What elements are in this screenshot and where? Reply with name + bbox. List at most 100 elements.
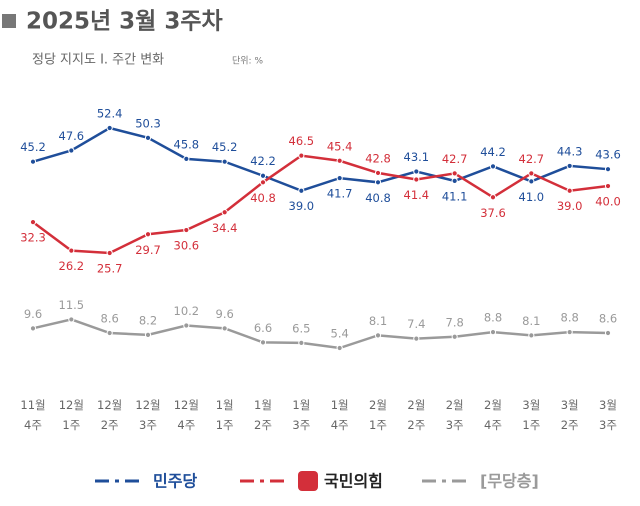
data-point — [298, 152, 305, 159]
x-tick-label: 1월 4주 — [331, 398, 349, 432]
data-label: 39.0 — [289, 199, 315, 213]
x-tick-label: 12월 3주 — [135, 398, 160, 432]
data-point — [183, 226, 190, 234]
data-point — [106, 124, 113, 132]
data-label: 25.7 — [97, 261, 123, 275]
data-point — [566, 328, 573, 336]
data-point — [144, 134, 152, 141]
x-tick-label: 12월 1주 — [59, 398, 84, 432]
x-tick-label: 12월 2주 — [97, 398, 122, 432]
legend-logo — [298, 471, 318, 491]
x-tick-label-line: 2월 — [484, 398, 502, 412]
data-point — [106, 249, 113, 257]
x-tick-label-line: 2주 — [407, 418, 425, 432]
x-tick-label-line: 3주 — [139, 418, 157, 432]
data-label: 8.6 — [599, 312, 617, 326]
data-label: 45.2 — [212, 140, 238, 154]
data-point — [144, 331, 152, 338]
data-label: 44.3 — [557, 144, 583, 158]
x-tick-label-line: 2월 — [446, 398, 464, 412]
x-tick-label-line: 2월 — [407, 398, 425, 412]
data-label: 40.0 — [595, 195, 621, 209]
data-point — [489, 194, 497, 201]
data-point — [451, 170, 458, 177]
data-label: 41.0 — [519, 190, 545, 204]
data-point — [528, 178, 535, 185]
x-tick-label-line: 4주 — [24, 418, 42, 432]
data-label: 40.8 — [365, 191, 391, 205]
x-tick-label-line: 1월 — [254, 398, 272, 412]
legend-label: 국민의힘 — [324, 472, 383, 491]
data-label: 45.2 — [20, 140, 46, 154]
x-tick-label-line: 12월 — [97, 398, 122, 412]
x-tick-label-line: 3주 — [292, 418, 310, 432]
data-label: 8.1 — [522, 314, 540, 328]
x-tick-label-line: 2월 — [369, 398, 387, 412]
data-point — [29, 325, 37, 332]
x-tick-label-line: 1주 — [62, 418, 80, 432]
data-label: 41.7 — [327, 187, 353, 201]
data-label: 43.1 — [404, 150, 430, 164]
data-point — [298, 187, 305, 194]
data-point — [566, 162, 573, 170]
x-tick-label-line: 4주 — [331, 418, 349, 432]
series-line — [32, 318, 609, 350]
data-label: 11.5 — [59, 298, 85, 312]
data-point — [106, 329, 113, 337]
legend-item: 민주당 — [95, 472, 197, 491]
data-point — [413, 168, 420, 175]
subtitle: 정당 지지도 Ⅰ. 주간 변화 — [32, 53, 164, 68]
data-label: 42.8 — [365, 151, 391, 165]
data-label: 8.8 — [484, 311, 502, 325]
data-label: 52.4 — [97, 107, 123, 121]
data-label: 6.6 — [254, 321, 272, 335]
data-point — [451, 333, 458, 340]
data-label: 8.2 — [139, 313, 157, 327]
data-point — [566, 187, 573, 194]
data-point — [336, 174, 343, 182]
legend-item: [무당층] — [422, 472, 539, 491]
data-point — [451, 177, 458, 184]
data-point — [489, 163, 497, 170]
data-label: 10.2 — [174, 304, 200, 318]
data-label: 34.4 — [212, 221, 238, 235]
data-point — [489, 328, 497, 336]
x-tick-label: 1월 3주 — [292, 398, 310, 432]
x-tick-label-line: 3월 — [522, 398, 540, 412]
x-tick-label-line: 12월 — [174, 398, 199, 412]
x-tick-label: 11월 4주 — [20, 398, 45, 432]
data-point — [144, 231, 152, 238]
legend-label: 민주당 — [153, 472, 197, 491]
data-label: 30.6 — [174, 239, 200, 253]
x-tick-label: 2월 2주 — [407, 398, 425, 432]
legend-label: [무당층] — [480, 472, 539, 491]
title-marker — [2, 14, 16, 28]
data-point — [528, 170, 535, 177]
data-point — [604, 329, 612, 337]
data-label: 5.4 — [331, 327, 349, 341]
data-label: 42.7 — [442, 152, 468, 166]
x-tick-label-line: 4주 — [177, 418, 195, 432]
x-tick-label-line: 1월 — [216, 398, 234, 412]
x-tick-label: 3월 2주 — [561, 398, 579, 432]
legend-item: 국민의힘 — [240, 471, 383, 491]
x-tick-label-line: 2주 — [101, 418, 119, 432]
x-tick-label: 3월 1주 — [522, 398, 540, 432]
x-tick-label-line: 12월 — [59, 398, 84, 412]
x-tick-label-line: 1주 — [522, 418, 540, 432]
data-point — [336, 157, 343, 164]
series-line — [32, 154, 609, 255]
data-point — [259, 179, 267, 186]
data-point — [604, 182, 612, 190]
data-point — [221, 209, 228, 216]
data-label: 43.6 — [595, 148, 621, 162]
data-point — [259, 339, 267, 346]
data-point — [413, 335, 420, 342]
data-label: 8.6 — [101, 312, 119, 326]
data-label: 7.8 — [446, 315, 464, 329]
x-tick-label-line: 2주 — [254, 418, 272, 432]
data-point — [68, 147, 75, 154]
data-point — [528, 332, 535, 339]
data-point — [413, 176, 420, 183]
chart-title: 2025년 3월 3주차 — [26, 9, 223, 35]
